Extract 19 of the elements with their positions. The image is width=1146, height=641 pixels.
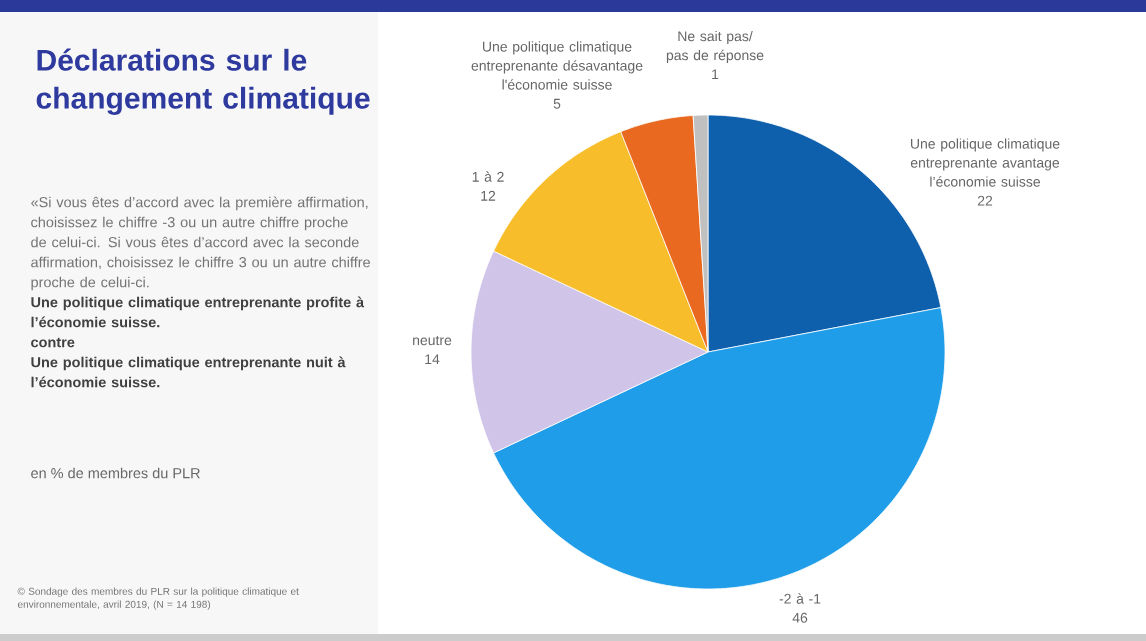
- data-label: 46: [792, 612, 808, 623]
- slice-label: Une politique climatique entreprenante avantage l’économie suisse: [910, 138, 1060, 187]
- text: Une politique climatique entreprenante profite à l’économie suisse.: [31, 296, 365, 328]
- text: Déclarations sur le changement climatique: [36, 48, 370, 115]
- data-label: 12: [481, 190, 496, 201]
- slice-label: -2 à -1: [779, 593, 821, 604]
- data-label: 22: [977, 195, 993, 206]
- data-label: 14: [425, 354, 440, 365]
- text: contre: [31, 337, 75, 348]
- data-label: 1: [712, 69, 719, 80]
- slice-label: Ne sait pas/ pas de réponse: [666, 30, 764, 63]
- text: en % de membres du PLR: [31, 467, 200, 479]
- text: «Si vous êtes d’accord avec la première affirmation, choisissez le chiffre -3 ou un autre chiffre proche de celui-ci. Si vous êtes d’accord avec la seconde affirmation, choisissez le chiffre 3 ou un autre chiffre proche de celui-ci.: [31, 196, 370, 291]
- text: Une politique climatique entreprenante nuit à l’économie suisse.: [31, 356, 346, 388]
- slice-label: 1 à 2: [472, 171, 504, 182]
- slice-label: neutre: [413, 335, 452, 346]
- text: © Sondage des membres du PLR sur la politique climatique et environnementale, avril 2019, (N = 14 198): [17, 587, 299, 610]
- data-label: 5: [553, 98, 561, 109]
- slice-label: Une politique climatique entreprenante désavantage l'économie suisse: [471, 41, 643, 90]
